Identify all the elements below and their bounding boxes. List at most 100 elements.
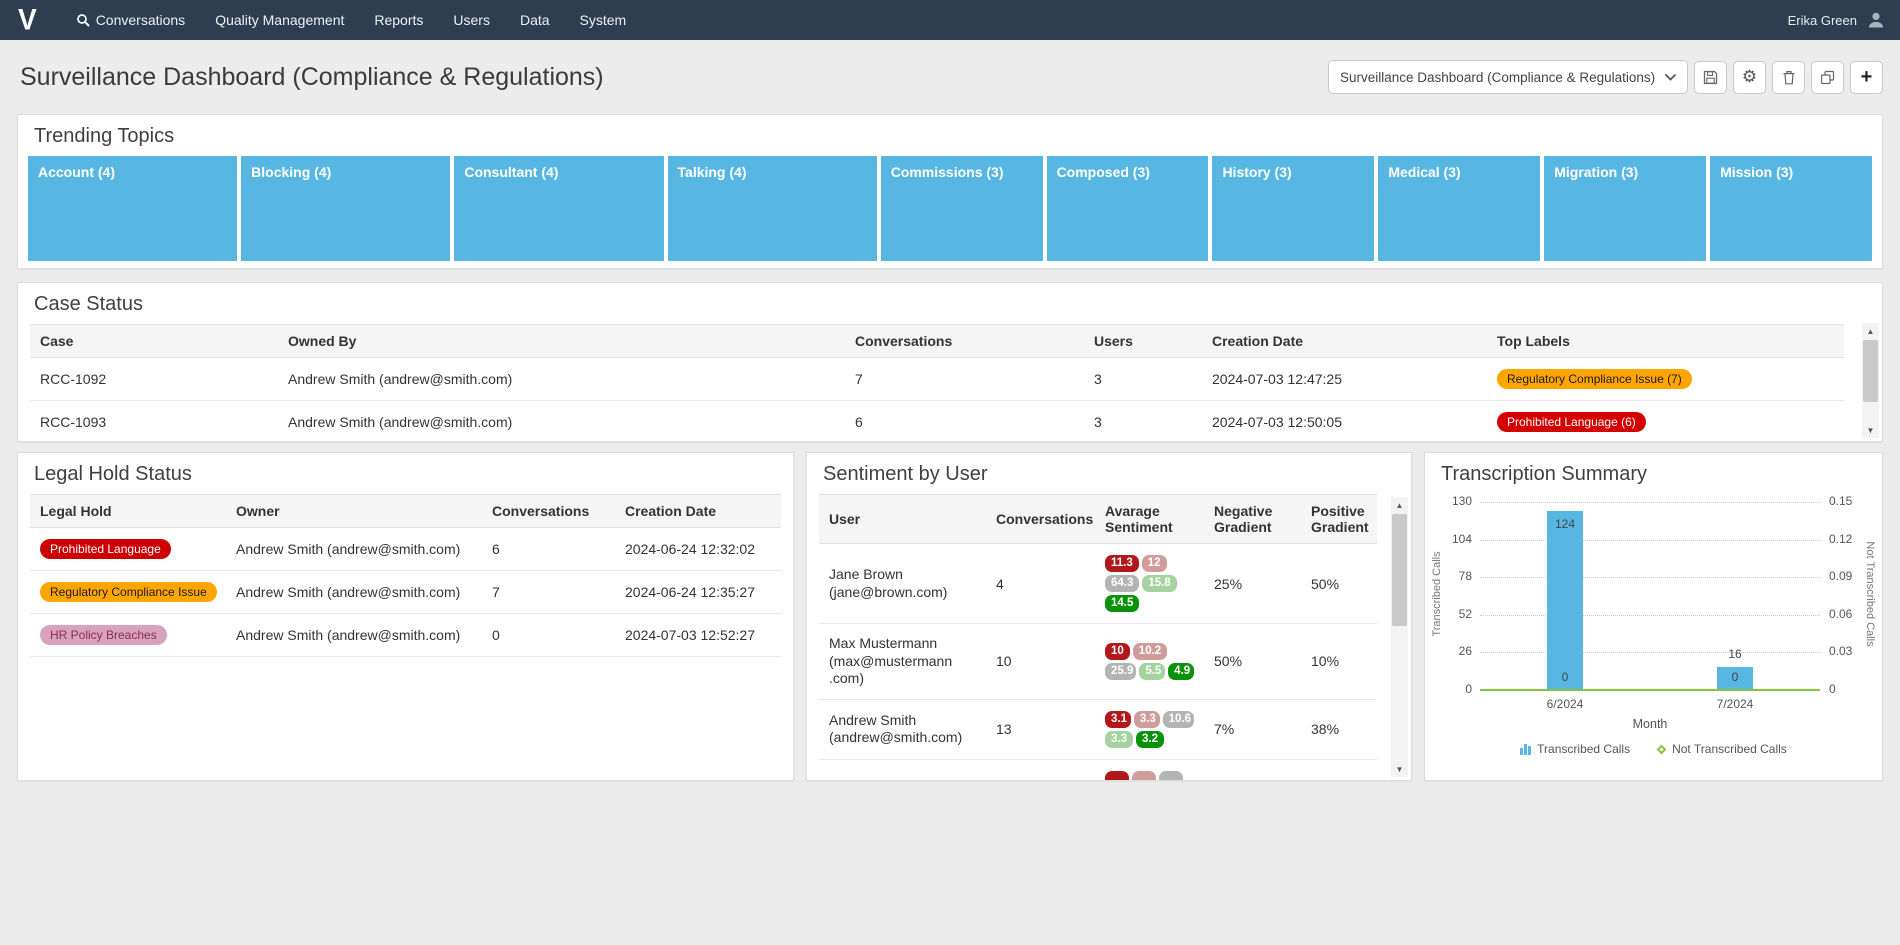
scroll-thumb[interactable] — [1392, 514, 1407, 626]
nav-item-system[interactable]: System — [565, 0, 642, 40]
topic-tile-blocking-4[interactable]: Blocking (4) — [241, 156, 450, 261]
creation-date-cell: 2024-07-03 12:47:25 — [1202, 358, 1487, 401]
col-user: User — [819, 495, 986, 544]
topic-tile-talking-4[interactable]: Talking (4) — [668, 156, 877, 261]
legend-item-not-transcribed-calls[interactable]: Not Transcribed Calls — [1658, 742, 1787, 756]
page-title: Surveillance Dashboard (Compliance & Reg… — [20, 63, 604, 92]
legend-label: Not Transcribed Calls — [1672, 742, 1787, 756]
scroll-down-arrow[interactable]: ▼ — [1862, 422, 1879, 438]
plus-icon: + — [1861, 66, 1873, 89]
case-row-rcc-1093[interactable]: RCC-1093Andrew Smith (andrew@smith.com)6… — [30, 401, 1844, 443]
chart-gridline — [1480, 577, 1820, 578]
sentiment-panel: Sentiment by User User Conversations Ava… — [806, 452, 1412, 781]
right-axis-tick: 0.15 — [1829, 494, 1875, 508]
users-cell: 3 — [1084, 401, 1202, 443]
trash-icon — [1782, 70, 1796, 85]
nav-item-data[interactable]: Data — [505, 0, 565, 40]
dashboard-select-value: Surveillance Dashboard (Compliance & Reg… — [1340, 70, 1655, 85]
sentiment-badges: 11.31264.315.814.5 — [1105, 555, 1194, 612]
trending-topics-title: Trending Topics — [18, 115, 1882, 148]
add-dashboard-button[interactable]: + — [1850, 61, 1883, 94]
topic-tile-composed-3[interactable]: Composed (3) — [1047, 156, 1209, 261]
user-avatar-icon — [1866, 10, 1886, 30]
user-cell: Jane Brown(jane@brown.com) — [819, 544, 986, 624]
topic-tile-migration-3[interactable]: Migration (3) — [1544, 156, 1706, 261]
average-sentiment-cell: 3.13.310.63.33.2 — [1095, 699, 1204, 759]
col-legal-hold: Legal Hold — [30, 495, 226, 528]
sentiment-row-partial[interactable] — [819, 759, 1377, 781]
transcription-title: Transcription Summary — [1425, 453, 1882, 486]
nav-item-label: Quality Management — [215, 12, 344, 28]
sentiment-row-andrew-smith[interactable]: Andrew Smith(andrew@smith.com)133.13.310… — [819, 699, 1377, 759]
positive-gradient-cell: 10% — [1301, 624, 1377, 700]
nav-item-conversations[interactable]: Conversations — [61, 0, 201, 40]
topic-tile-commissions-3[interactable]: Commissions (3) — [881, 156, 1043, 261]
legal-hold-row[interactable]: Regulatory Compliance IssueAndrew Smith … — [30, 571, 781, 614]
sentiment-badge: 10.6 — [1163, 711, 1194, 728]
left-axis-tick: 130 — [1428, 494, 1472, 508]
conversations-cell: 7 — [845, 358, 1084, 401]
topic-tile-history-3[interactable]: History (3) — [1212, 156, 1374, 261]
scroll-up-arrow[interactable]: ▲ — [1391, 497, 1408, 513]
topic-tile-mission-3[interactable]: Mission (3) — [1710, 156, 1872, 261]
badge-line: 64.315.8 — [1105, 575, 1194, 592]
topic-tile-label: Talking (4) — [678, 164, 747, 180]
sentiment-badge: 3.3 — [1105, 731, 1133, 748]
sentiment-badges — [1105, 771, 1194, 782]
save-floppy-icon — [1703, 70, 1718, 85]
dashboard-select[interactable]: Surveillance Dashboard (Compliance & Reg… — [1328, 60, 1688, 94]
nav-item-quality-management[interactable]: Quality Management — [200, 0, 359, 40]
case-status-scrollbar[interactable]: ▲ ▼ — [1862, 323, 1879, 438]
x-axis-tick: 6/2024 — [1525, 697, 1605, 711]
nav-item-label: Reports — [374, 12, 423, 28]
dashboard-settings-button[interactable]: ⚙ — [1733, 61, 1766, 94]
delete-dashboard-button[interactable] — [1772, 61, 1805, 94]
badge-line: 3.13.310.6 — [1105, 711, 1194, 728]
legal-hold-cell: Prohibited Language — [30, 528, 226, 571]
main-menu: Conversations Quality Management Reports Us… — [61, 0, 642, 40]
badge-line: 1010.2 — [1105, 643, 1194, 660]
col-owner: Owner — [226, 495, 482, 528]
sentiment-badge: 11.3 — [1105, 555, 1139, 572]
user-menu[interactable]: Erika Green — [1788, 10, 1886, 30]
save-dashboard-button[interactable] — [1694, 61, 1727, 94]
badge-line: 14.5 — [1105, 595, 1194, 612]
topic-tile-label: Composed (3) — [1057, 164, 1150, 180]
legal-hold-row[interactable]: HR Policy BreachesAndrew Smith (andrew@s… — [30, 614, 781, 657]
owner-cell: Andrew Smith (andrew@smith.com) — [226, 614, 482, 657]
scroll-thumb[interactable] — [1863, 340, 1878, 402]
legal-hold-cell: HR Policy Breaches — [30, 614, 226, 657]
not-transcribed-value-label: 0 — [1535, 670, 1595, 684]
left-axis-tick: 0 — [1428, 682, 1472, 696]
user-email: (max@mustermann .com) — [829, 653, 976, 688]
top-labels-cell: Prohibited Language (6) — [1487, 401, 1844, 443]
sentiment-badge: 4.9 — [1168, 663, 1194, 680]
topic-tile-account-4[interactable]: Account (4) — [28, 156, 237, 261]
scroll-down-arrow[interactable]: ▼ — [1391, 761, 1408, 777]
nav-item-reports[interactable]: Reports — [359, 0, 438, 40]
sentiment-row-max-mustermann[interactable]: Max Mustermann(max@mustermann .com)10101… — [819, 624, 1377, 700]
creation-date-cell: 2024-07-03 12:52:27 — [615, 614, 781, 657]
sentiment-title: Sentiment by User — [807, 453, 1411, 486]
conversations-cell: 4 — [986, 544, 1095, 624]
sentiment-scrollbar[interactable]: ▲ ▼ — [1391, 497, 1408, 777]
duplicate-dashboard-button[interactable] — [1811, 61, 1844, 94]
sentiment-badge — [1105, 771, 1129, 782]
scroll-up-arrow[interactable]: ▲ — [1862, 323, 1879, 339]
page-header: Surveillance Dashboard (Compliance & Reg… — [0, 40, 1900, 114]
sentiment-badge: 25.9 — [1105, 663, 1136, 680]
legal-hold-row[interactable]: Prohibited LanguageAndrew Smith (andrew@… — [30, 528, 781, 571]
app-root: V Conversations Quality Management Reports… — [0, 0, 1900, 781]
sentiment-row-jane-brown[interactable]: Jane Brown(jane@brown.com)411.31264.315.… — [819, 544, 1377, 624]
legend-item-transcribed-calls[interactable]: Transcribed Calls — [1520, 742, 1630, 756]
nav-item-users[interactable]: Users — [438, 0, 505, 40]
brand-logo[interactable]: V — [18, 0, 37, 41]
top-navbar: V Conversations Quality Management Reports… — [0, 0, 1900, 40]
topic-tile-medical-3[interactable]: Medical (3) — [1378, 156, 1540, 261]
topic-tile-consultant-4[interactable]: Consultant (4) — [454, 156, 663, 261]
conversations-cell: 0 — [482, 614, 615, 657]
topic-tile-label: Medical (3) — [1388, 164, 1460, 180]
positive-gradient-cell — [1301, 759, 1377, 781]
col-case: Case — [30, 325, 278, 358]
case-row-rcc-1092[interactable]: RCC-1092Andrew Smith (andrew@smith.com)7… — [30, 358, 1844, 401]
